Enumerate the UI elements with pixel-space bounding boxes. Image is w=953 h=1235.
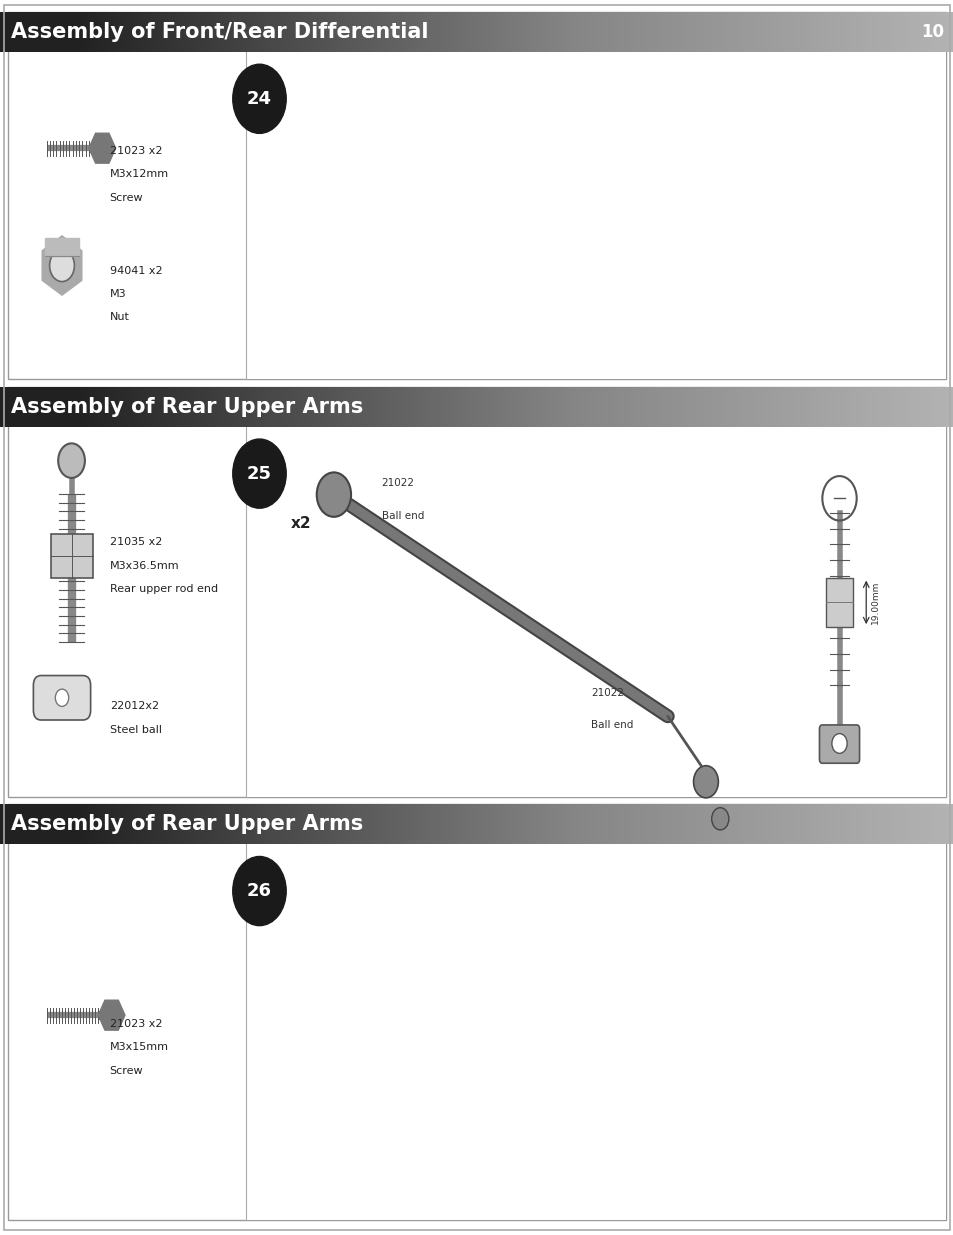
Circle shape (711, 808, 728, 830)
Text: 19.00mm: 19.00mm (870, 580, 879, 624)
Text: M3x15mm: M3x15mm (110, 1042, 169, 1052)
Circle shape (316, 472, 351, 516)
Text: 26: 26 (247, 882, 272, 900)
Circle shape (233, 438, 286, 509)
Bar (246, 52, 945, 379)
Bar (8, 804, 945, 1220)
Text: Rear upper rod end: Rear upper rod end (110, 584, 217, 594)
Bar (246, 845, 945, 1220)
Text: Assembly of Rear Upper Arms: Assembly of Rear Upper Arms (11, 814, 363, 834)
Text: 21023 x2: 21023 x2 (110, 146, 162, 156)
Text: 21022: 21022 (381, 478, 415, 489)
Text: Screw: Screw (110, 1066, 143, 1076)
Circle shape (58, 443, 85, 478)
Text: M3: M3 (110, 289, 126, 299)
Text: 21023 x2: 21023 x2 (110, 1019, 162, 1029)
Circle shape (55, 689, 69, 706)
Text: 25: 25 (247, 464, 272, 483)
FancyBboxPatch shape (33, 676, 91, 720)
Text: 22012x2: 22012x2 (110, 701, 158, 711)
Text: x2: x2 (291, 515, 312, 531)
FancyBboxPatch shape (825, 578, 852, 627)
Circle shape (693, 766, 718, 798)
Circle shape (233, 857, 286, 926)
Bar (8, 387, 945, 797)
Text: Assembly of Front/Rear Differential: Assembly of Front/Rear Differential (11, 22, 429, 42)
Text: Assembly of Rear Upper Arms: Assembly of Rear Upper Arms (11, 396, 363, 416)
Bar (8, 12, 945, 379)
Bar (45, 238, 79, 256)
Text: Screw: Screw (110, 193, 143, 203)
Text: M3x12mm: M3x12mm (110, 169, 169, 179)
Text: Steel ball: Steel ball (110, 725, 162, 735)
Text: Nut: Nut (110, 312, 130, 322)
Text: 21022: 21022 (591, 688, 624, 698)
Text: Ball end: Ball end (381, 511, 423, 521)
Bar (246, 427, 945, 797)
Circle shape (831, 734, 846, 753)
FancyBboxPatch shape (819, 725, 859, 763)
Text: 21035 x2: 21035 x2 (110, 537, 162, 547)
Text: 10: 10 (921, 22, 943, 41)
Text: 24: 24 (247, 90, 272, 107)
Text: 94041 x2: 94041 x2 (110, 266, 162, 275)
FancyBboxPatch shape (51, 534, 92, 578)
Text: M3x36.5mm: M3x36.5mm (110, 561, 179, 571)
Circle shape (50, 249, 74, 282)
Text: Ball end: Ball end (591, 720, 633, 730)
Circle shape (233, 64, 286, 133)
